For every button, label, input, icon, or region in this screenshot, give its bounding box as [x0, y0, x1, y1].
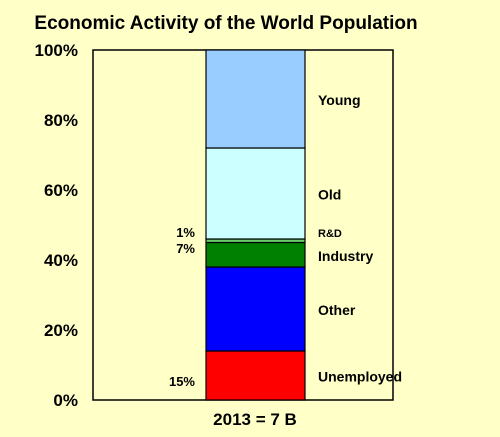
y-axis: 0% 20% 40% 60% 80% 100% [35, 41, 78, 410]
stacked-bar [205, 49, 306, 401]
segment-labels: Unemployed 15% Other Industry 7% R&D 1% Old Youn… [169, 92, 402, 389]
bar-segment-young [205, 49, 306, 149]
data-label: 1% [176, 225, 195, 240]
bar-segment-other [205, 266, 306, 352]
y-tick-label: 20% [44, 321, 78, 340]
data-label: 7% [176, 241, 195, 256]
series-label: Unemployed [318, 369, 402, 385]
bar-segment-industry [205, 241, 306, 268]
data-label: 15% [169, 374, 195, 389]
y-tick-label: 40% [44, 251, 78, 270]
y-tick-label: 60% [44, 181, 78, 200]
bar-segment-old [205, 147, 306, 240]
x-category-label: 2013 = 7 B [213, 410, 297, 429]
bar-segment-unemployed [205, 350, 306, 401]
series-label: R&D [318, 228, 342, 240]
series-label: Young [318, 92, 361, 108]
y-tick-label: 0% [53, 391, 78, 410]
series-label: Industry [318, 248, 373, 264]
y-tick-label: 100% [35, 41, 78, 60]
y-tick-label: 80% [44, 111, 78, 130]
series-label: Old [318, 187, 341, 203]
series-label: Other [318, 302, 356, 318]
chart-title: Economic Activity of the World Populatio… [34, 13, 417, 34]
